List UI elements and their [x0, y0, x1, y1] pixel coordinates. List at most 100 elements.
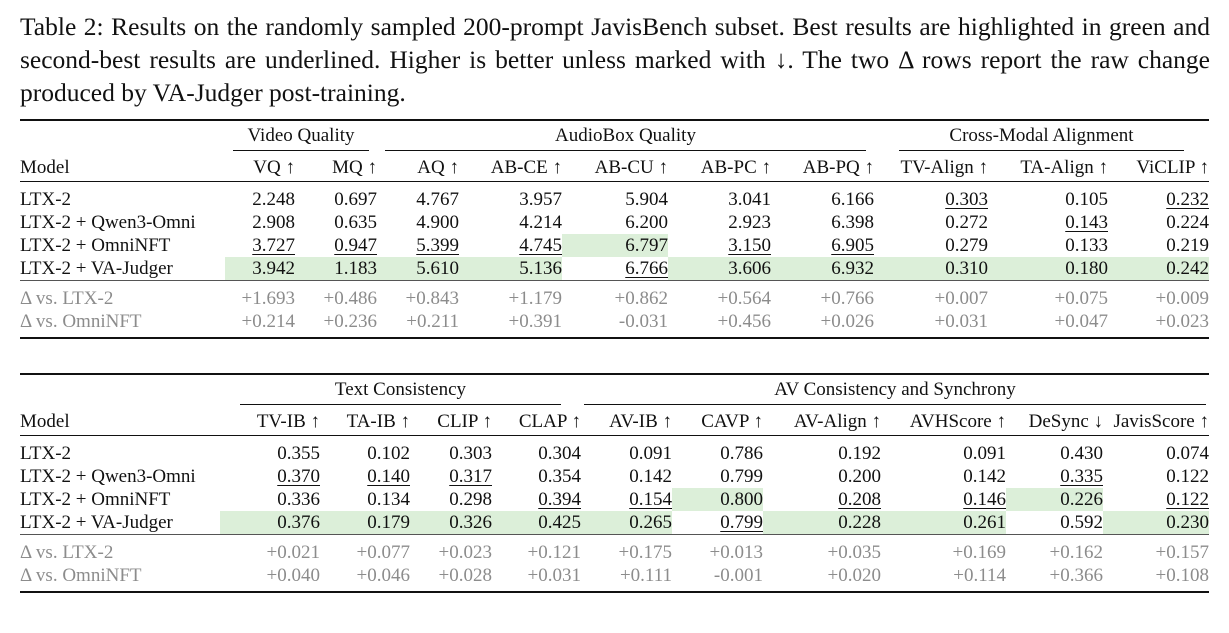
col-header: AQ ↑	[377, 153, 459, 182]
table-row: LTX-2 + Qwen3-Omni 2.908 0.635 4.900 4.2…	[20, 211, 1209, 234]
cell-second: 3.727	[252, 235, 295, 256]
model-name: LTX-2	[20, 443, 72, 464]
cell-best: 0.180	[988, 257, 1108, 281]
cell-best: 0.310	[874, 257, 988, 281]
model-name: LTX-2 + OmniNFT	[20, 489, 171, 510]
cell: 6.398	[831, 212, 874, 233]
model-name: LTX-2 + OmniNFT	[20, 235, 171, 256]
cell-best: 0.265	[581, 511, 672, 535]
table-caption: Table 2: Results on the randomly sampled…	[20, 12, 1210, 107]
col-header-model: Model	[20, 407, 220, 436]
cell: 0.142	[963, 466, 1006, 487]
header-row: Model VQ ↑ MQ ↑ AQ ↑ AB-CE ↑ AB-CU ↑ AB-…	[20, 153, 1209, 182]
cell: 6.200	[625, 212, 668, 233]
cell: +0.175	[581, 534, 672, 564]
cell: -0.031	[562, 310, 668, 339]
cell: 0.133	[1065, 235, 1108, 256]
cell: 3.041	[728, 189, 771, 210]
cell-second: 0.303	[945, 189, 988, 210]
cell: +1.179	[459, 280, 562, 310]
col-header: TV-Align ↑	[874, 153, 988, 182]
cell-best: 0.230	[1103, 511, 1209, 535]
cell: 4.767	[416, 189, 459, 210]
cell: +0.108	[1103, 564, 1209, 593]
cell-best: 1.183	[295, 257, 377, 281]
cell: +0.023	[410, 534, 492, 564]
cell: +0.040	[220, 564, 320, 593]
cell: 2.908	[252, 212, 295, 233]
cell: +0.456	[668, 310, 771, 339]
cell: +0.077	[320, 534, 410, 564]
cell-best: 0.425	[492, 511, 581, 535]
cell-best: 6.932	[771, 257, 874, 281]
col-header: DeSync ↓	[1006, 407, 1103, 436]
cell: +0.169	[881, 534, 1006, 564]
cell: 0.102	[367, 443, 410, 464]
cell: +0.031	[874, 310, 988, 339]
cell: 0.592	[1060, 512, 1103, 533]
col-header: AB-CU ↑	[562, 153, 668, 182]
col-header: CLAP ↑	[492, 407, 581, 436]
col-header: CLIP ↑	[410, 407, 492, 436]
cell: 0.635	[334, 212, 377, 233]
cell-second: 0.317	[449, 466, 492, 487]
cell: +0.020	[763, 564, 881, 593]
cell: +0.236	[295, 310, 377, 339]
model-name: LTX-2 + VA-Judger	[20, 258, 173, 279]
col-header: AVHScore ↑	[881, 407, 1006, 436]
cell: 0.142	[629, 466, 672, 487]
cell-best: 0.261	[881, 511, 1006, 535]
header-row: Model TV-IB ↑ TA-IB ↑ CLIP ↑ CLAP ↑ AV-I…	[20, 407, 1209, 436]
cell-second: 5.399	[416, 235, 459, 256]
cell: 0.303	[449, 443, 492, 464]
cell-second: 4.745	[519, 235, 562, 256]
model-name: LTX-2 + Qwen3-Omni	[20, 212, 196, 233]
cell-best: 0.242	[1108, 257, 1209, 281]
cell-best: 0.226	[1006, 488, 1103, 511]
cell-second: 0.146	[963, 489, 1006, 510]
cell-best: 0.376	[220, 511, 320, 535]
cell: +0.211	[377, 310, 459, 339]
cell-second: 0.154	[629, 489, 672, 510]
delta-row: Δ vs. OmniNFT +0.040 +0.046 +0.028 +0.03…	[20, 564, 1209, 593]
cell: 0.304	[538, 443, 581, 464]
cell: 0.355	[277, 443, 320, 464]
cell-second: 0.232	[1166, 189, 1209, 210]
cell: +0.843	[377, 280, 459, 310]
cell: +1.693	[225, 280, 295, 310]
cell-second: 0.799	[720, 512, 763, 533]
group-video-quality: Video Quality	[225, 120, 377, 153]
group-audiobox-quality: AudioBox Quality	[377, 120, 874, 153]
cell-second: 3.150	[728, 235, 771, 256]
model-name: LTX-2 + Qwen3-Omni	[20, 466, 196, 487]
col-header: AB-PQ ↑	[771, 153, 874, 182]
cell: +0.157	[1103, 534, 1209, 564]
model-name: LTX-2 + VA-Judger	[20, 512, 173, 533]
delta-label: Δ vs. OmniNFT	[20, 564, 220, 593]
cell: 0.134	[367, 489, 410, 510]
col-header-model: Model	[20, 153, 225, 182]
cell: 0.105	[1065, 189, 1108, 210]
col-header: TA-IB ↑	[320, 407, 410, 436]
group-text-consistency: Text Consistency	[220, 374, 581, 407]
cell: 0.200	[838, 466, 881, 487]
cell: +0.035	[763, 534, 881, 564]
cell: 4.900	[416, 212, 459, 233]
cell: +0.862	[562, 280, 668, 310]
cell-best: 5.610	[377, 257, 459, 281]
table-row: LTX-2 + Qwen3-Omni 0.370 0.140 0.317 0.3…	[20, 465, 1209, 488]
cell: 0.298	[449, 489, 492, 510]
cell: +0.046	[320, 564, 410, 593]
cell: +0.028	[410, 564, 492, 593]
cell-best: 6.797	[562, 234, 668, 257]
cell: 0.786	[720, 443, 763, 464]
col-header: AB-PC ↑	[668, 153, 771, 182]
cell: 0.074	[1166, 443, 1209, 464]
cell-best: 3.606	[668, 257, 771, 281]
col-header: TA-Align ↑	[988, 153, 1108, 182]
col-header: AV-IB ↑	[581, 407, 672, 436]
cell: +0.047	[988, 310, 1108, 339]
table-row: LTX-2 + OmniNFT 3.727 0.947 5.399 4.745 …	[20, 234, 1209, 257]
col-header: VQ ↑	[225, 153, 295, 182]
cell: +0.013	[672, 534, 763, 564]
